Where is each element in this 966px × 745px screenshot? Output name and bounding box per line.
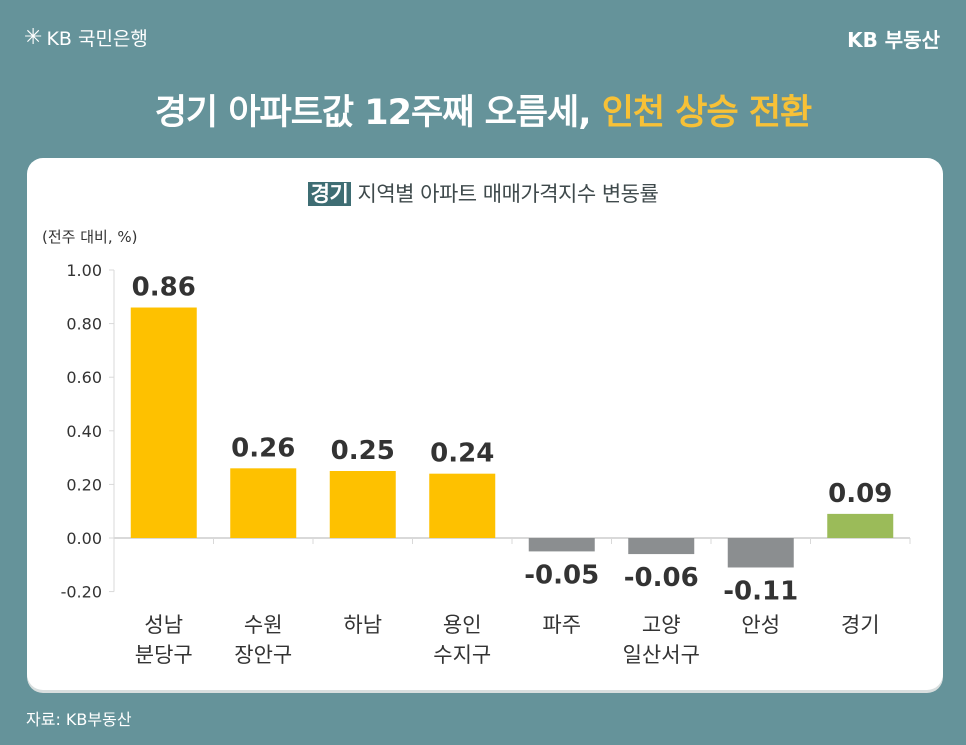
kb-star-icon: ✳ bbox=[24, 25, 43, 50]
data-label: 0.26 bbox=[231, 433, 295, 463]
bar bbox=[628, 538, 695, 555]
kb-kookmin-bank-logo: ✳ KB 국민은행 bbox=[24, 24, 148, 51]
x-tick-label: 용인 bbox=[443, 613, 482, 637]
data-label: 0.09 bbox=[828, 479, 892, 509]
bar bbox=[230, 468, 297, 538]
bar bbox=[827, 513, 894, 538]
y-tick-label: 0.20 bbox=[66, 475, 102, 494]
x-tick-label: 파주 bbox=[542, 613, 581, 637]
data-label: -0.11 bbox=[723, 576, 798, 606]
x-tick-label: 안성 bbox=[741, 613, 780, 637]
y-tick-label: 0.80 bbox=[66, 315, 102, 334]
x-tick-label: 경기 bbox=[841, 613, 880, 637]
y-axis-unit: (전주 대비, %) bbox=[42, 228, 138, 246]
y-tick-label: 0.60 bbox=[66, 368, 102, 387]
chart-title-tag: 경기 bbox=[307, 182, 352, 206]
y-tick-label: 0.00 bbox=[66, 529, 102, 548]
bar bbox=[130, 307, 197, 538]
x-tick-label: 수지구 bbox=[433, 643, 491, 667]
x-tick-label: 고양 bbox=[642, 613, 681, 637]
source-note: 자료: KB부동산 bbox=[26, 710, 132, 729]
x-tick-label: 일산서구 bbox=[623, 643, 700, 667]
kb-real-estate-logo: KB 부동산 bbox=[847, 28, 940, 52]
bar bbox=[329, 471, 396, 538]
x-tick-label: 수원 bbox=[244, 613, 283, 637]
bar bbox=[429, 473, 496, 538]
data-label: -0.05 bbox=[524, 560, 599, 590]
bar bbox=[727, 538, 794, 568]
x-tick-label: 성남 bbox=[144, 613, 183, 637]
data-label: 0.25 bbox=[331, 436, 395, 466]
y-tick-label: 0.40 bbox=[66, 422, 102, 441]
left-logo-text: KB 국민은행 bbox=[46, 28, 148, 50]
x-tick-label: 하남 bbox=[343, 613, 382, 637]
chart-title-text: 지역별 아파트 매매가격지수 변동률 bbox=[357, 182, 659, 206]
data-label: -0.06 bbox=[624, 563, 699, 593]
y-tick-label: 1.00 bbox=[66, 261, 102, 280]
headline-main: 경기 아파트값 12주째 오름세, bbox=[154, 93, 602, 133]
data-label: 0.86 bbox=[132, 273, 196, 303]
y-tick-label: -0.20 bbox=[61, 583, 102, 602]
headline-highlight: 인천 상승 전환 bbox=[601, 93, 813, 133]
x-tick-label: 장안구 bbox=[234, 643, 292, 667]
data-label: 0.24 bbox=[430, 439, 494, 469]
x-tick-label: 분당구 bbox=[135, 643, 193, 667]
bar bbox=[528, 538, 595, 552]
chart-title: 경기 지역별 아파트 매매가격지수 변동률 bbox=[0, 178, 966, 208]
headline: 경기 아파트값 12주째 오름세, 인천 상승 전환 bbox=[0, 84, 966, 135]
